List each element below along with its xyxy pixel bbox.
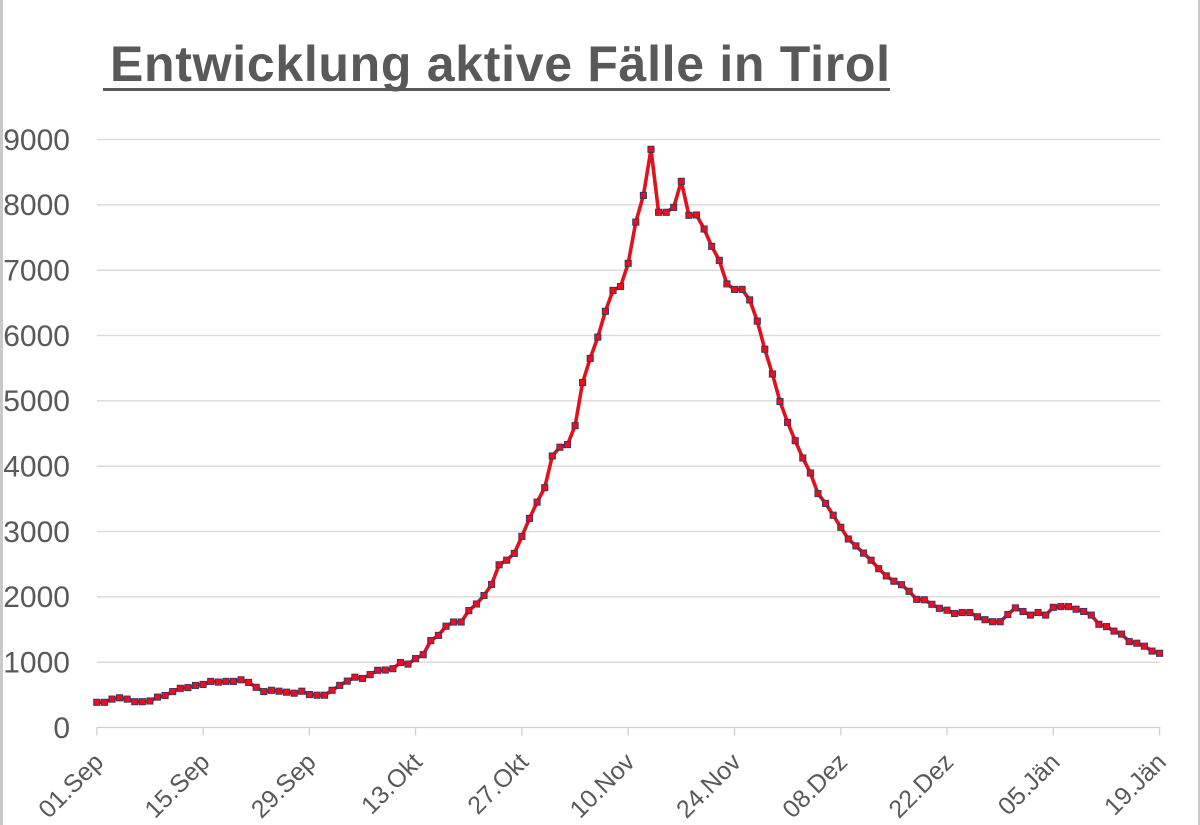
svg-text:8000: 8000 [3, 189, 70, 222]
svg-text:2000: 2000 [3, 581, 70, 614]
svg-text:6000: 6000 [3, 320, 70, 353]
svg-text:10.Nov: 10.Nov [565, 748, 641, 824]
svg-text:1000: 1000 [3, 647, 70, 680]
svg-text:5000: 5000 [3, 385, 70, 418]
svg-text:27.Okt: 27.Okt [462, 748, 534, 820]
svg-text:9000: 9000 [3, 124, 70, 157]
svg-text:08.Dez: 08.Dez [777, 748, 853, 824]
svg-text:19.Jän: 19.Jän [1099, 748, 1172, 821]
svg-text:05.Jän: 05.Jän [993, 748, 1066, 821]
svg-text:7000: 7000 [3, 255, 70, 288]
svg-text:13.Okt: 13.Okt [356, 748, 428, 820]
svg-text:29.Sep: 29.Sep [246, 748, 322, 824]
svg-text:15.Sep: 15.Sep [140, 748, 216, 824]
svg-text:24.Nov: 24.Nov [671, 748, 747, 824]
svg-text:4000: 4000 [3, 451, 70, 484]
svg-text:01.Sep: 01.Sep [33, 748, 109, 824]
svg-text:22.Dez: 22.Dez [883, 748, 959, 824]
svg-text:3000: 3000 [3, 516, 70, 549]
svg-text:0: 0 [53, 712, 70, 745]
